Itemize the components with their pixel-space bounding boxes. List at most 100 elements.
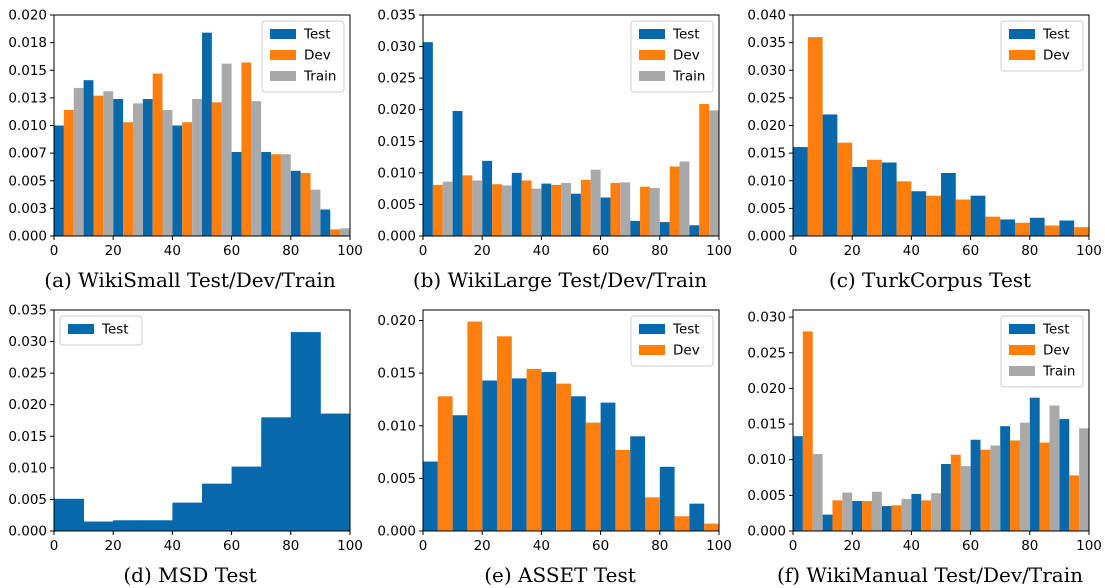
bar-train-30	[162, 110, 173, 236]
chart-panel-5: 0.000 0.005 0.010 0.015 0.020 0 20 40 60 80 100 Tes…	[377, 309, 732, 587]
bar-train-0	[812, 454, 823, 531]
x-tick-label: 100	[706, 538, 732, 554]
bar-test-20	[113, 98, 124, 236]
legend-swatch-dev	[1009, 345, 1035, 355]
bar-dev-50	[580, 179, 591, 236]
bar-dev-10	[837, 142, 853, 236]
bar-train-40	[192, 98, 202, 236]
bar-test-40	[541, 372, 557, 531]
bar-train-40	[931, 493, 941, 531]
x-tick-label: 20	[844, 538, 861, 554]
legend-swatch-test	[639, 324, 665, 334]
bar-dev-10	[93, 95, 104, 236]
bar-test-90	[1059, 419, 1070, 531]
legend: Test	[59, 315, 143, 346]
bar-train-60	[620, 182, 631, 236]
legend-label-dev: Dev	[304, 48, 331, 64]
bar-test-90	[320, 413, 351, 531]
y-tick-label: 0.000	[377, 229, 416, 245]
chart-panel-3: 0.000 0.005 0.010 0.015 0.020 0.025 0.030 0.035…	[747, 8, 1102, 293]
bar-dev-40	[551, 184, 562, 236]
legend-swatch-test	[1009, 324, 1035, 334]
bar-test-30	[511, 172, 522, 236]
legend: Test Dev Train	[630, 20, 714, 93]
y-tick-label: 0.020	[377, 102, 416, 118]
x-tick-label: 20	[105, 538, 122, 554]
x-tick-label: 80	[651, 538, 668, 554]
x-tick-label: 20	[105, 243, 122, 259]
bar-dev-70	[1015, 222, 1030, 236]
bar-test-90	[320, 209, 331, 236]
y-tick-label: 0.015	[377, 134, 416, 150]
x-tick-label: 40	[533, 243, 550, 259]
bar-test-30	[142, 520, 173, 531]
y-tick-label: 0.025	[8, 366, 47, 382]
legend-label-dev: Dev	[1043, 48, 1070, 64]
bar-test-10	[822, 114, 838, 236]
x-tick-label: 100	[1076, 243, 1102, 259]
bar-test-80	[1029, 397, 1040, 531]
bar-train-70	[649, 188, 660, 236]
bar-train-40	[561, 182, 571, 236]
bar-train-90	[709, 110, 719, 236]
legend: Test Dev	[1000, 20, 1084, 72]
y-tick-label: 0.005	[747, 488, 786, 504]
bar-dev-10	[467, 321, 483, 531]
chart-panel-2: 0.000 0.005 0.010 0.015 0.020 0.025 0.030 0.035…	[377, 8, 732, 293]
bar-dev-20	[123, 122, 133, 236]
axes-frame	[422, 14, 720, 237]
y-tick-label: 0.010	[8, 460, 47, 476]
bar-train-0	[73, 87, 84, 237]
chart-panel-6: 0.000 0.005 0.010 0.015 0.020 0.025 0.030 0 20 40…	[747, 309, 1102, 587]
bar-test-0	[54, 125, 64, 236]
bar-train-20	[501, 185, 512, 236]
legend-swatch-dev	[639, 345, 665, 355]
y-tick-label: 0.000	[747, 524, 786, 540]
bar-test-60	[600, 197, 611, 236]
x-tick-label: 40	[164, 243, 181, 259]
bar-train-10	[842, 492, 853, 531]
bar-train-50	[960, 466, 971, 531]
y-tick-label: 0.005	[8, 173, 47, 189]
bar-dev-60	[615, 449, 631, 531]
legend: Test Dev Train	[261, 20, 345, 93]
y-tick-label: 0.010	[8, 118, 47, 134]
bar-test-30	[142, 98, 153, 236]
bar-test-20	[852, 166, 867, 236]
bar-dev-10	[832, 500, 843, 531]
x-tick-label: 80	[651, 243, 668, 259]
bar-test-10	[822, 514, 833, 531]
bar-test-0	[793, 147, 808, 236]
bar-dev-90	[704, 523, 719, 531]
x-tick-label: 60	[592, 243, 609, 259]
chart-panel-1: 0.000 0.003 0.005 0.007 0.010 0.013 0.015 0.018…	[8, 8, 363, 293]
bar-dev-60	[980, 449, 991, 531]
legend-label-test: Test	[672, 27, 700, 43]
bar-test-0	[54, 498, 84, 531]
x-tick-label: 0	[419, 538, 428, 554]
axes-frame	[53, 309, 351, 532]
bar-test-60	[231, 152, 242, 236]
legend-swatch-train	[639, 71, 665, 81]
bar-dev-0	[432, 184, 443, 236]
x-tick-label: 100	[706, 243, 732, 259]
bar-test-80	[1029, 217, 1045, 236]
bar-test-10	[452, 415, 468, 531]
legend: Test Dev	[630, 315, 714, 367]
bar-dev-20	[867, 159, 882, 236]
bar-train-70	[280, 154, 291, 236]
bar-dev-70	[1010, 440, 1020, 531]
bar-test-70	[630, 436, 645, 531]
bar-test-80	[290, 170, 301, 236]
y-tick-label: 0.000	[377, 524, 416, 540]
y-tick-label: 0.005	[377, 197, 416, 213]
bar-train-50	[590, 169, 601, 236]
bar-dev-30	[896, 181, 912, 236]
bar-dev-40	[556, 383, 571, 531]
bar-test-10	[83, 521, 114, 531]
bar-test-70	[1000, 426, 1011, 531]
y-tick-label: 0.020	[8, 397, 47, 413]
bar-test-90	[689, 503, 705, 531]
bar-test-30	[881, 162, 897, 236]
